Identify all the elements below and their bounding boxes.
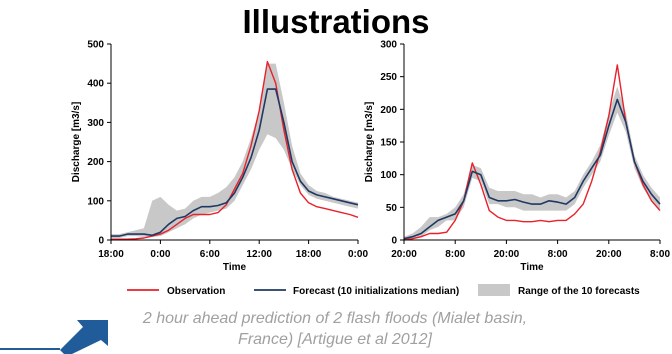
y-tick-label: 0: [391, 236, 397, 247]
legend-range-label: Range of the 10 forecasts: [518, 286, 640, 297]
observation-line: [403, 64, 661, 241]
x-tick-label: 6:00: [200, 249, 220, 260]
x-axis-label: Time: [520, 262, 544, 273]
slide-title: Illustrations: [242, 3, 430, 40]
caption-line-1: 2 hour ahead prediction of 2 flash flood…: [142, 310, 528, 327]
y-tick-label: 300: [87, 118, 104, 129]
y-axis-label: Discharge [m3/s]: [71, 102, 82, 183]
legend-forecast-label: Forecast (10 initializations median): [293, 286, 459, 297]
range-band: [404, 86, 660, 240]
x-tick-label: 0:00: [348, 249, 368, 260]
x-tick-label: 18:00: [296, 249, 322, 260]
x-axis-label: Time: [223, 262, 247, 273]
chart-right: 0 50 100 150 200 250 300 20:00 8:00 20:00 8:00 20:0…: [364, 40, 670, 274]
y-tick-label: 100: [380, 170, 397, 181]
y-tick-label: 300: [380, 40, 397, 51]
legend: Observation Forecast (10 initializations…: [127, 284, 640, 297]
legend-observation-label: Observation: [167, 286, 225, 297]
y-tick-label: 200: [87, 157, 104, 168]
legend-range-swatch: [478, 284, 510, 296]
y-tick-label: 400: [87, 79, 104, 90]
x-tick-label: 8:00: [445, 249, 465, 260]
x-tick-label: 8:00: [650, 249, 670, 260]
y-tick-label: 0: [98, 236, 104, 247]
observation-line: [111, 60, 359, 240]
y-tick-label: 50: [386, 203, 398, 214]
chart-left: 0 100 200 300 400 500 18:00 0:00 6:00 12:00 18:00 0…: [71, 40, 368, 274]
x-tick-label: 20:00: [596, 249, 622, 260]
forecast-line: [111, 88, 359, 237]
x-tick-label: 8:00: [548, 249, 568, 260]
y-tick-label: 500: [87, 40, 104, 51]
y-tick-label: 100: [87, 196, 104, 207]
x-tick-label: 12:00: [246, 249, 272, 260]
y-tick-label: 150: [380, 138, 397, 149]
y-tick-label: 250: [380, 72, 397, 83]
forecast-line: [403, 98, 661, 240]
x-tick-label: 20:00: [494, 249, 520, 260]
x-tick-label: 20:00: [391, 249, 417, 260]
range-band: [111, 63, 358, 238]
x-tick-label: 18:00: [98, 249, 124, 260]
y-axis-label: Discharge [m3/s]: [364, 102, 375, 183]
caption-line-2: France) [Artigue et al 2012]: [238, 331, 432, 348]
y-tick-label: 200: [380, 105, 397, 116]
logo-icon: [0, 320, 108, 354]
x-tick-label: 0:00: [150, 249, 170, 260]
caption: 2 hour ahead prediction of 2 flash flood…: [100, 308, 570, 350]
